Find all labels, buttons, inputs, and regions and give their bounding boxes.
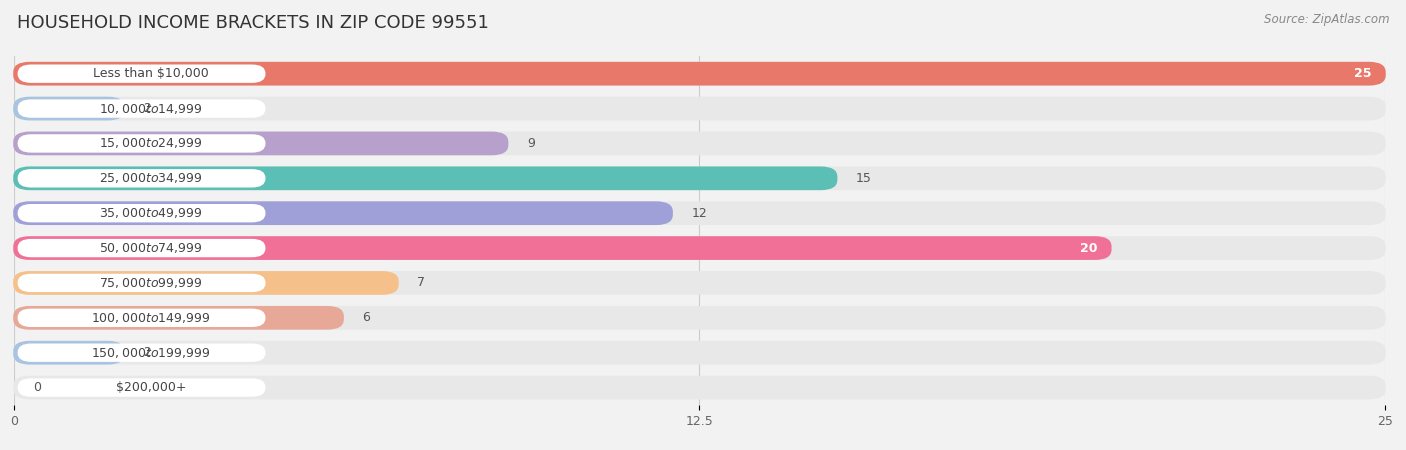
Text: 2: 2 xyxy=(143,102,150,115)
FancyBboxPatch shape xyxy=(18,134,266,153)
FancyBboxPatch shape xyxy=(13,166,838,190)
Text: 9: 9 xyxy=(527,137,534,150)
Text: 15: 15 xyxy=(856,172,872,185)
Text: $50,000 to $74,999: $50,000 to $74,999 xyxy=(100,241,202,255)
FancyBboxPatch shape xyxy=(18,378,266,397)
Text: $100,000 to $149,999: $100,000 to $149,999 xyxy=(91,311,211,325)
Text: 2: 2 xyxy=(143,346,150,359)
Text: 20: 20 xyxy=(1080,242,1097,255)
FancyBboxPatch shape xyxy=(13,201,673,225)
FancyBboxPatch shape xyxy=(13,271,1386,295)
FancyBboxPatch shape xyxy=(13,166,1386,190)
FancyBboxPatch shape xyxy=(13,341,1386,364)
FancyBboxPatch shape xyxy=(13,306,344,330)
Text: $75,000 to $99,999: $75,000 to $99,999 xyxy=(100,276,202,290)
FancyBboxPatch shape xyxy=(18,204,266,222)
FancyBboxPatch shape xyxy=(18,274,266,292)
Text: Less than $10,000: Less than $10,000 xyxy=(93,67,209,80)
Text: 7: 7 xyxy=(418,276,425,289)
FancyBboxPatch shape xyxy=(18,64,266,83)
FancyBboxPatch shape xyxy=(18,309,266,327)
FancyBboxPatch shape xyxy=(13,131,509,155)
FancyBboxPatch shape xyxy=(13,306,1386,330)
Text: 12: 12 xyxy=(692,207,707,220)
Text: Source: ZipAtlas.com: Source: ZipAtlas.com xyxy=(1264,14,1389,27)
FancyBboxPatch shape xyxy=(13,376,1386,400)
FancyBboxPatch shape xyxy=(13,62,1386,86)
FancyBboxPatch shape xyxy=(13,131,1386,155)
FancyBboxPatch shape xyxy=(18,169,266,188)
FancyBboxPatch shape xyxy=(13,236,1112,260)
FancyBboxPatch shape xyxy=(13,201,1386,225)
Text: $200,000+: $200,000+ xyxy=(115,381,187,394)
Text: $10,000 to $14,999: $10,000 to $14,999 xyxy=(100,102,202,116)
FancyBboxPatch shape xyxy=(13,236,1386,260)
FancyBboxPatch shape xyxy=(13,62,1386,86)
Text: $35,000 to $49,999: $35,000 to $49,999 xyxy=(100,206,202,220)
FancyBboxPatch shape xyxy=(13,341,125,364)
FancyBboxPatch shape xyxy=(18,99,266,118)
FancyBboxPatch shape xyxy=(13,97,125,121)
FancyBboxPatch shape xyxy=(13,271,399,295)
FancyBboxPatch shape xyxy=(13,97,1386,121)
Text: $15,000 to $24,999: $15,000 to $24,999 xyxy=(100,136,202,150)
Text: 0: 0 xyxy=(34,381,41,394)
Text: $150,000 to $199,999: $150,000 to $199,999 xyxy=(91,346,211,360)
FancyBboxPatch shape xyxy=(18,343,266,362)
Text: $25,000 to $34,999: $25,000 to $34,999 xyxy=(100,171,202,185)
FancyBboxPatch shape xyxy=(18,239,266,257)
Text: 25: 25 xyxy=(1354,67,1371,80)
Text: HOUSEHOLD INCOME BRACKETS IN ZIP CODE 99551: HOUSEHOLD INCOME BRACKETS IN ZIP CODE 99… xyxy=(17,14,489,32)
Text: 6: 6 xyxy=(363,311,370,324)
